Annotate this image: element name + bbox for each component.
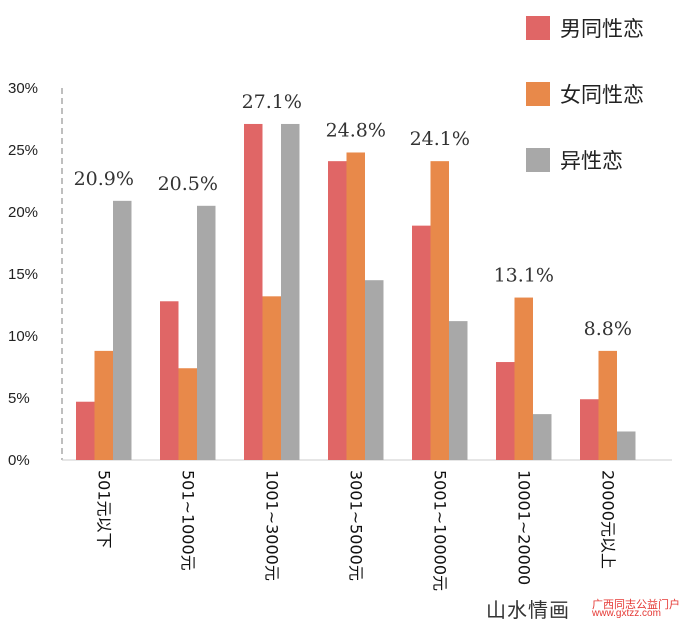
category-label: 20000元以上 [598, 470, 617, 569]
y-tick-label: 30% [8, 80, 38, 97]
bar [496, 362, 515, 460]
bar [412, 225, 431, 460]
bar [281, 123, 300, 461]
category-label: 10001~20000 [514, 470, 533, 585]
bar [449, 321, 468, 460]
y-tick-label: 10% [8, 328, 38, 345]
category-label: 1001~3000元 [262, 470, 281, 581]
bar [94, 350, 113, 460]
legend-swatch [526, 82, 550, 106]
y-tick-label: 25% [8, 142, 38, 159]
data-label: 27.1% [242, 91, 302, 113]
legend-swatch [526, 16, 550, 40]
bar [533, 414, 552, 460]
bar [346, 152, 365, 461]
legend-label: 异性恋 [560, 149, 623, 173]
data-label: 8.8% [584, 318, 632, 340]
bar [365, 280, 384, 460]
data-label: 24.1% [410, 128, 470, 150]
bar [262, 296, 281, 460]
bar [76, 401, 95, 460]
watermark-url: www.gxtzz.com [592, 608, 661, 619]
bar [598, 350, 617, 460]
data-label: 20.5% [158, 173, 218, 195]
legend-swatch [526, 148, 550, 172]
bar [178, 368, 197, 460]
category-label: 5001~10000元 [430, 470, 449, 591]
bar [197, 205, 216, 460]
category-label: 501~1000元 [178, 470, 197, 571]
bar [244, 123, 263, 461]
bar [113, 200, 132, 460]
legend-label: 男同性恋 [560, 17, 644, 41]
bar [160, 301, 179, 460]
watermark-subtitle: 广西同志公益门户 [592, 598, 680, 611]
y-tick-label: 5% [8, 390, 30, 407]
y-tick-label: 15% [8, 266, 38, 283]
bar [617, 431, 636, 460]
category-label: 3001~5000元 [346, 470, 365, 581]
watermark-title: 山水情画 [486, 598, 570, 622]
bar [430, 161, 449, 460]
y-tick-label: 20% [8, 204, 38, 221]
bar [514, 297, 533, 460]
data-label: 24.8% [326, 119, 386, 141]
bar [328, 161, 347, 460]
category-label: 501元以下 [94, 470, 113, 549]
y-tick-label: 0% [8, 452, 30, 469]
legend-label: 女同性恋 [560, 83, 644, 107]
data-label: 13.1% [494, 265, 554, 287]
data-label: 20.9% [74, 168, 134, 190]
bar [580, 399, 599, 460]
